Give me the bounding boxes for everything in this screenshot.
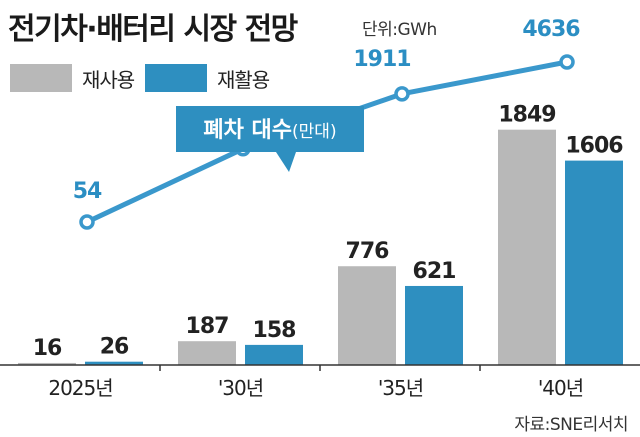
line-callout-box: [176, 106, 364, 152]
legend-label-recycle: 재활용: [217, 67, 270, 92]
bar-recycle-1: [85, 361, 143, 365]
bar-label-recycle-4: 1606: [565, 134, 623, 159]
line-series-name: 폐차 대수(만대): [203, 118, 336, 143]
bar-label-reuse-1: 16: [33, 336, 62, 361]
bar-reuse-4: [498, 129, 556, 365]
line-series-name-unit: (만대): [292, 122, 337, 142]
bar-label-reuse-3: 776: [346, 239, 390, 264]
line-label-1: 54: [73, 179, 102, 204]
line-series-name-main: 폐차 대수: [203, 118, 292, 143]
bar-label-reuse-4: 1849: [498, 103, 555, 128]
line-callout-pointer: [276, 152, 296, 172]
bar-reuse-1: [18, 362, 76, 365]
x-tick-label-3: '35년: [378, 376, 423, 400]
x-tick-label-4: '40년: [538, 376, 583, 400]
line-point-1: [79, 214, 95, 230]
x-tick-label-2: '30년: [218, 376, 263, 400]
x-tick-label-1: 2025년: [48, 376, 112, 400]
bar-label-recycle-1: 26: [100, 335, 129, 360]
source-note: 자료:SNE리서치: [514, 415, 628, 435]
bar-reuse-3: [338, 266, 396, 365]
line-point-3: [394, 86, 410, 102]
legend-swatch-recycle: [145, 64, 207, 92]
bar-recycle-4: [565, 160, 623, 365]
legend-item-reuse: 재사용: [10, 63, 135, 93]
unit-label: 단위:GWh: [362, 20, 437, 40]
line-label-3: 1911: [353, 47, 410, 72]
bar-reuse-2: [178, 341, 236, 365]
bar-label-recycle-2: 158: [253, 318, 296, 343]
bar-recycle-3: [405, 285, 463, 365]
bar-recycle-2: [245, 344, 303, 365]
chart-title: 전기차·배터리 시장 전망: [8, 12, 298, 47]
legend-swatch-reuse: [10, 64, 72, 92]
line-label-4: 4636: [522, 17, 580, 42]
legend-label-reuse: 재사용: [82, 67, 135, 92]
bar-label-reuse-2: 187: [186, 314, 229, 339]
legend-item-recycle: 재활용: [145, 63, 270, 93]
line-point-4: [559, 54, 575, 70]
bar-label-recycle-3: 621: [413, 259, 456, 284]
